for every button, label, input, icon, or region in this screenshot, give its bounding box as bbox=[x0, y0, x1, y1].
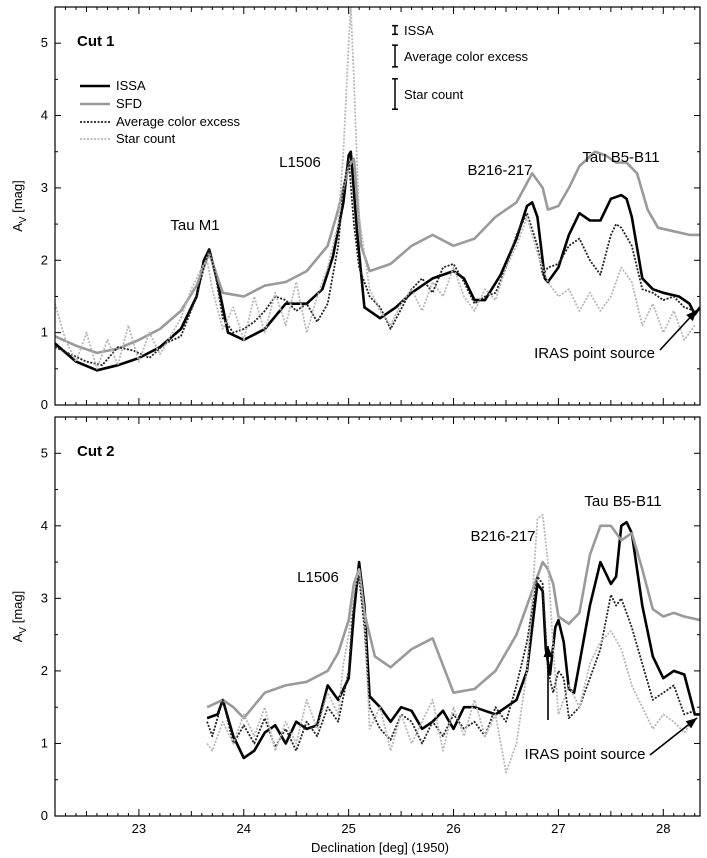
annotation-label: Tau B5-B11 bbox=[584, 493, 661, 510]
annotation-label: IRAS point source bbox=[534, 345, 655, 362]
series-line-star-count bbox=[55, 7, 696, 370]
y-tick-label: 0 bbox=[41, 397, 48, 412]
panel-title: Cut 2 bbox=[77, 443, 115, 460]
x-tick-label: 25 bbox=[341, 821, 355, 836]
panel-title: Cut 1 bbox=[77, 33, 115, 50]
series-group bbox=[206, 514, 700, 774]
y-tick-label: 3 bbox=[41, 590, 48, 605]
series-line-star-count bbox=[206, 514, 696, 774]
y-tick-label: 3 bbox=[41, 180, 48, 195]
annotation-label: L1506 bbox=[279, 154, 321, 171]
y-tick-label: 0 bbox=[41, 808, 48, 823]
y-axis-label: AV [mag] bbox=[10, 591, 29, 642]
y-tick-label: 2 bbox=[41, 663, 48, 678]
x-tick-label: 27 bbox=[551, 821, 565, 836]
annotation-arrow-head bbox=[543, 646, 553, 657]
series-line-average-color-excess bbox=[206, 575, 696, 752]
series-group bbox=[55, 7, 700, 372]
y-tick-label: 1 bbox=[41, 735, 48, 750]
series-line-issa bbox=[206, 520, 700, 760]
error-bar-label: ISSA bbox=[404, 23, 434, 38]
legend-label: Star count bbox=[116, 131, 176, 146]
panel-cut-1: 0 1 2 3 4 5 AV [mag] Cut 1 Tau M1 L1506 B216-217 Ta… bbox=[10, 6, 701, 412]
series-line-issa bbox=[55, 150, 700, 372]
legend-label: Average color excess bbox=[116, 114, 241, 129]
annotation-label: B216-217 bbox=[470, 528, 535, 545]
error-bar-label: Star count bbox=[404, 87, 464, 102]
y-tick-label: 4 bbox=[41, 518, 48, 533]
series-line-sfd bbox=[55, 150, 700, 355]
plot-frame bbox=[54, 6, 701, 406]
y-tick-label: 1 bbox=[41, 325, 48, 340]
x-tick-label: 28 bbox=[656, 821, 670, 836]
x-tick-label: 26 bbox=[446, 821, 460, 836]
legend-label: ISSA bbox=[116, 78, 146, 93]
x-tick-label: 24 bbox=[237, 821, 251, 836]
annotation-label: B216-217 bbox=[467, 162, 532, 179]
legend-label: SFD bbox=[116, 96, 142, 111]
annotation-label: Tau M1 bbox=[170, 217, 219, 234]
y-axis-label: AV [mag] bbox=[10, 180, 29, 231]
annotation-arrow-head bbox=[685, 718, 697, 729]
annotation-label: IRAS point source bbox=[525, 746, 646, 763]
series-line-sfd bbox=[206, 524, 700, 720]
annotation-label: Tau B5-B11 bbox=[582, 149, 659, 166]
y-tick-label: 2 bbox=[41, 252, 48, 267]
x-axis-label: Declination [deg] (1950) bbox=[311, 840, 449, 855]
annotation-arrow-head bbox=[686, 310, 697, 322]
x-tick-label: 23 bbox=[132, 821, 146, 836]
error-bar-label: Average color excess bbox=[404, 49, 529, 64]
y-tick-label: 4 bbox=[41, 108, 48, 123]
y-tick-label: 5 bbox=[41, 35, 48, 50]
annotation-label: L1506 bbox=[297, 569, 339, 586]
plot-frame bbox=[54, 416, 701, 817]
y-tick-label: 5 bbox=[41, 445, 48, 460]
